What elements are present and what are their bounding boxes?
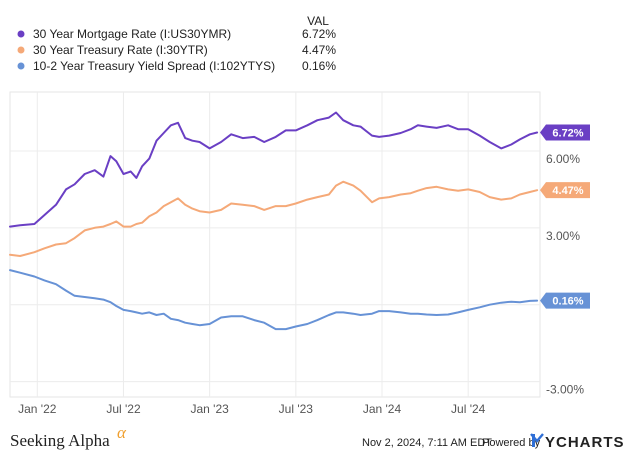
legend-series-name: 30 Year Treasury Rate (I:30YTR) — [33, 43, 208, 57]
x-tick-label: Jan '24 — [363, 402, 402, 416]
x-tick-label: Jan '23 — [190, 402, 229, 416]
badge-value-label: 6.72% — [552, 127, 583, 139]
x-tick-label: Jul '22 — [106, 402, 141, 416]
badge-value-label: 4.47% — [552, 185, 583, 197]
powered-by-label: Powered by — [482, 437, 541, 449]
footer: Seeking Alpha α Nov 2, 2024, 7:11 AM EDT… — [10, 423, 625, 451]
timestamp: Nov 2, 2024, 7:11 AM EDT — [362, 437, 492, 449]
x-tick-label: Jul '24 — [451, 402, 486, 416]
value-badge: 4.47% — [540, 182, 590, 199]
series-line — [9, 180, 539, 257]
plot-frame — [9, 91, 541, 398]
x-axis-ticks: Jan '22 Jul '22 Jan '23 Jul '23 Jan '24 Jul '… — [18, 402, 486, 416]
series-lines — [9, 111, 539, 331]
legend-value-header: VAL — [307, 14, 329, 28]
legend: VAL 30 Year Mortgage Rate (I:US30YMR) 6.7… — [17, 14, 336, 73]
y-tick-label: 3.00% — [546, 229, 580, 243]
legend-marker-icon — [17, 30, 25, 38]
legend-marker-icon — [17, 62, 25, 70]
legend-series-value: 4.47% — [302, 43, 336, 57]
badge-value-label: 0.16% — [552, 296, 583, 308]
x-tick-label: Jan '22 — [18, 402, 57, 416]
series-line — [9, 111, 539, 228]
legend-series-name: 30 Year Mortgage Rate (I:US30YMR) — [33, 27, 231, 41]
legend-series-value: 0.16% — [302, 59, 336, 73]
plot-area: 6.00% 3.00% -3.00% Jan '22 Jul '22 Jan '23 Ju… — [9, 91, 590, 416]
value-badges: 6.72% 4.47% 0.16% — [540, 124, 590, 309]
alpha-symbol-icon: α — [117, 423, 127, 442]
value-badge: 0.16% — [540, 292, 590, 309]
ycharts-logo: YCHARTS — [545, 434, 625, 451]
seeking-alpha-logo: Seeking Alpha — [10, 431, 110, 450]
y-axis-ticks: 6.00% 3.00% -3.00% — [546, 152, 584, 397]
y-tick-label: -3.00% — [546, 383, 584, 397]
value-badge: 6.72% — [540, 124, 590, 141]
y-tick-label: 6.00% — [546, 152, 580, 166]
legend-marker-icon — [17, 46, 25, 54]
ycharts-logo-icon — [530, 433, 544, 447]
series-line — [9, 269, 539, 331]
x-tick-label: Jul '23 — [279, 402, 314, 416]
legend-series-name: 10-2 Year Treasury Yield Spread (I:102YT… — [33, 59, 275, 73]
legend-series-value: 6.72% — [302, 27, 336, 41]
